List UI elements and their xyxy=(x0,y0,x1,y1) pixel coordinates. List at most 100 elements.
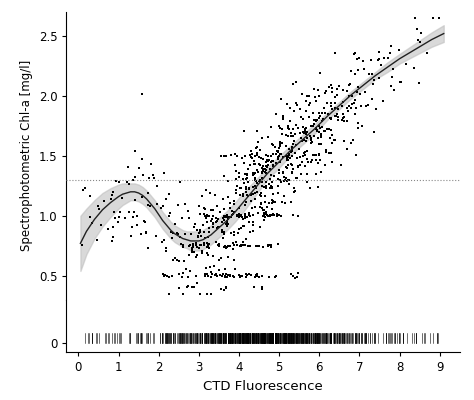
Point xyxy=(264,162,272,168)
Point xyxy=(162,248,170,254)
Point xyxy=(322,146,329,153)
Point xyxy=(228,208,236,214)
Point xyxy=(239,223,246,229)
Point xyxy=(247,198,255,204)
Point xyxy=(249,219,256,225)
Point xyxy=(231,151,239,158)
Point xyxy=(228,214,235,220)
Point xyxy=(317,157,324,163)
Point xyxy=(228,212,236,218)
Point xyxy=(273,148,281,154)
Point xyxy=(416,39,424,45)
Point xyxy=(125,181,132,187)
Point xyxy=(213,218,220,224)
Point xyxy=(334,106,342,112)
Point xyxy=(285,146,292,152)
Point xyxy=(288,153,296,160)
Point xyxy=(305,114,313,120)
Point xyxy=(277,151,285,157)
Point xyxy=(174,201,182,208)
Point xyxy=(277,151,284,157)
Point xyxy=(327,116,335,122)
Point xyxy=(125,163,132,170)
Point xyxy=(298,171,305,177)
Point xyxy=(292,275,299,281)
Point xyxy=(290,126,297,132)
Point xyxy=(171,255,178,261)
Point xyxy=(108,196,115,202)
Point xyxy=(283,175,290,181)
Point xyxy=(189,244,197,250)
Point xyxy=(218,153,225,160)
Point xyxy=(350,51,357,58)
Point xyxy=(289,141,297,147)
Point xyxy=(254,128,261,134)
Point xyxy=(312,126,319,132)
Point xyxy=(235,169,243,176)
Point xyxy=(159,203,167,209)
Point xyxy=(224,254,232,260)
Point xyxy=(368,96,375,102)
Point xyxy=(222,153,230,159)
Point xyxy=(280,170,287,177)
Point xyxy=(205,243,212,250)
Point xyxy=(300,136,308,143)
Point xyxy=(218,255,225,261)
Point xyxy=(230,242,237,248)
Point xyxy=(223,274,231,281)
Point xyxy=(193,244,201,250)
Point xyxy=(252,273,259,280)
Point xyxy=(259,135,266,142)
Point xyxy=(173,257,181,264)
Point xyxy=(275,152,283,159)
Point xyxy=(212,271,220,277)
Point xyxy=(192,254,200,260)
Point xyxy=(133,222,140,229)
Point xyxy=(312,94,319,100)
Point xyxy=(78,242,86,248)
Point xyxy=(345,93,353,99)
Point xyxy=(181,231,189,238)
Point xyxy=(326,135,334,141)
Point xyxy=(205,213,212,219)
Point xyxy=(298,158,306,165)
Point xyxy=(322,88,330,94)
Point xyxy=(294,163,301,170)
Point xyxy=(224,194,232,200)
Point xyxy=(302,97,310,104)
Point xyxy=(337,162,345,168)
Point xyxy=(270,199,277,205)
Point xyxy=(276,140,284,147)
Point xyxy=(361,89,369,95)
Point xyxy=(246,185,253,191)
Point xyxy=(268,153,275,159)
Point xyxy=(224,274,231,280)
Point xyxy=(240,223,248,230)
Point xyxy=(289,148,296,154)
Point xyxy=(295,146,302,152)
Point xyxy=(270,191,277,198)
Point xyxy=(192,242,200,248)
Point xyxy=(149,172,156,178)
Point xyxy=(161,273,168,279)
Point xyxy=(238,155,246,161)
Point xyxy=(362,103,370,109)
Point xyxy=(147,161,155,167)
Point xyxy=(274,183,282,189)
Point xyxy=(296,130,304,136)
Point xyxy=(397,79,405,85)
Point xyxy=(209,212,217,219)
Point xyxy=(257,192,265,199)
Point xyxy=(270,151,277,158)
Point xyxy=(315,129,323,136)
Point xyxy=(160,170,167,177)
Point xyxy=(239,238,246,245)
Point xyxy=(289,81,297,87)
Point xyxy=(219,196,227,203)
Point xyxy=(364,101,372,108)
Point xyxy=(312,124,319,131)
Point xyxy=(115,214,123,221)
Point xyxy=(235,212,242,219)
Point xyxy=(307,184,314,191)
Point xyxy=(93,237,101,243)
